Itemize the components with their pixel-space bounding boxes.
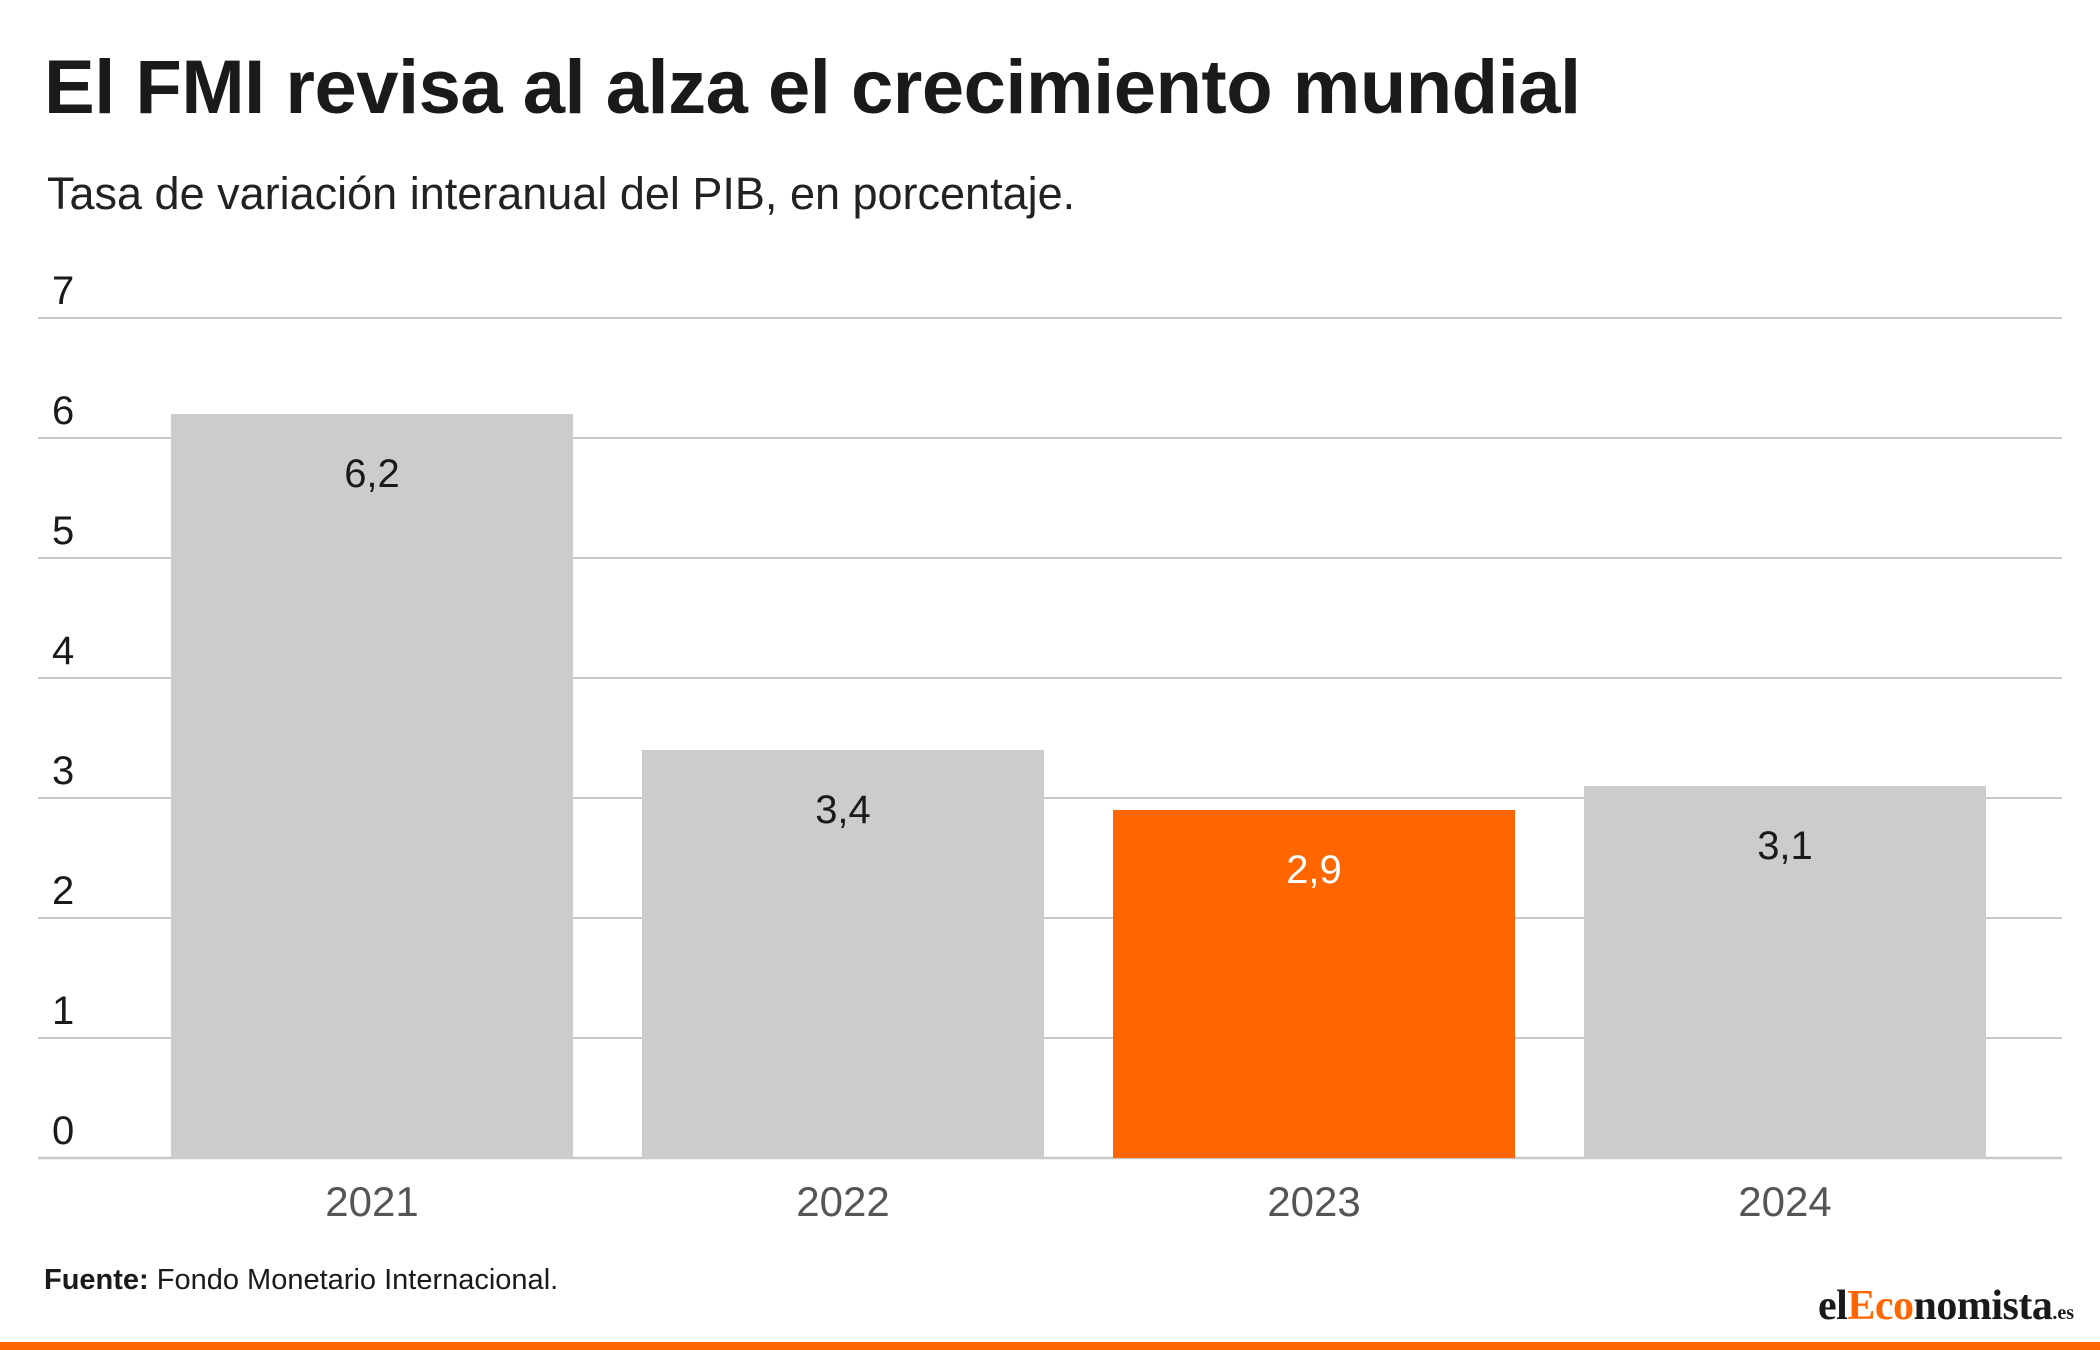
chart-title: El FMI revisa al alza el crecimiento mun… — [44, 45, 1581, 130]
source-note: Fuente: Fondo Monetario Internacional. — [44, 1264, 558, 1297]
bar-2022 — [642, 750, 1044, 1158]
logo-tld: .es — [2052, 1302, 2074, 1324]
logo-part-nomista: nomista — [1913, 1283, 2053, 1329]
logo-part-eco: Eco — [1847, 1283, 1914, 1329]
bar-2023 — [1113, 810, 1515, 1158]
y-axis-ticks: 0 1 2 3 4 5 6 7 — [52, 269, 74, 1153]
y-tick-label: 1 — [52, 989, 74, 1033]
y-tick-label: 2 — [52, 869, 74, 913]
bar-2024 — [1584, 786, 1986, 1158]
x-tick-label-2021: 2021 — [325, 1178, 418, 1225]
bars — [171, 414, 1986, 1158]
brand-bottom-bar — [0, 1342, 2100, 1350]
source-text: Fondo Monetario Internacional. — [148, 1264, 559, 1296]
value-labels: 6,2 3,4 2,9 3,1 — [344, 452, 1813, 892]
x-tick-label-2022: 2022 — [796, 1178, 889, 1225]
y-tick-label: 7 — [52, 269, 74, 313]
x-tick-label-2023: 2023 — [1267, 1178, 1360, 1225]
value-label-2021: 6,2 — [344, 452, 400, 496]
value-label-2023: 2,9 — [1286, 848, 1342, 892]
y-tick-label: 6 — [52, 389, 74, 433]
value-label-2024: 3,1 — [1757, 824, 1813, 868]
x-axis-ticks: 2021 2022 2023 2024 — [325, 1178, 1831, 1225]
logo-part-el: el — [1818, 1283, 1848, 1329]
y-tick-label: 4 — [52, 629, 74, 673]
y-tick-label: 5 — [52, 509, 74, 553]
y-tick-label: 3 — [52, 749, 74, 793]
x-tick-label-2024: 2024 — [1738, 1178, 1831, 1225]
y-tick-label: 0 — [52, 1109, 74, 1153]
value-label-2022: 3,4 — [815, 788, 871, 832]
chart-subtitle: Tasa de variación interanual del PIB, en… — [47, 168, 1076, 219]
source-label: Fuente: — [44, 1264, 149, 1296]
brand-logo: elEconomista.es — [1818, 1282, 2074, 1330]
bar-2021 — [171, 414, 573, 1158]
